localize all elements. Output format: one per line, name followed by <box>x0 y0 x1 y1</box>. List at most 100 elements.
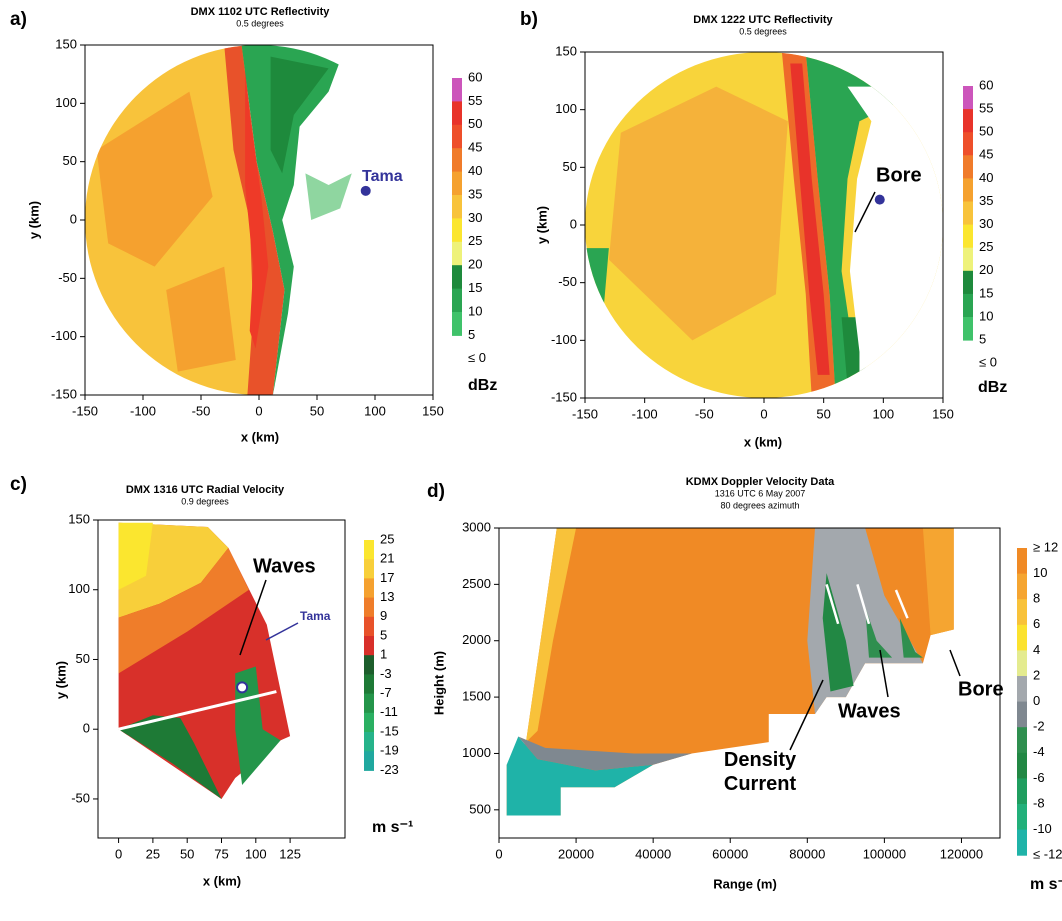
field-region <box>118 547 249 674</box>
y-tick-label: 0 <box>570 216 577 231</box>
colorbar-label: 50 <box>979 124 993 139</box>
colorbar-segment <box>1017 804 1027 831</box>
y-tick-label: 150 <box>555 43 577 58</box>
y-tick-label: 100 <box>68 581 90 596</box>
colorbar-label: -10 <box>1033 821 1052 836</box>
y-tick-label: -50 <box>558 274 577 289</box>
colorbar-label: 15 <box>468 280 482 295</box>
y-tick-label: 0 <box>83 721 90 736</box>
chart-subtitle: 0.5 degrees <box>739 26 787 36</box>
annotation-arrow <box>265 622 299 641</box>
colorbar-label: 6 <box>1033 616 1040 631</box>
colorbar-segment <box>1017 701 1027 728</box>
x-tick-label: 125 <box>279 846 301 861</box>
colorbar-label: -23 <box>380 762 399 777</box>
colorbar-label: 45 <box>979 147 993 162</box>
chart-title: DMX 1316 UTC Radial Velocity <box>126 484 285 496</box>
annotation-arrow <box>949 649 961 677</box>
chart-title: DMX 1222 UTC Reflectivity <box>693 14 833 26</box>
colorbar-segment <box>364 636 374 656</box>
y-tick-label: 2000 <box>462 632 491 647</box>
y-tick-label: 50 <box>563 159 577 174</box>
colorbar-label: ≥ 12 <box>1033 539 1058 554</box>
colorbar-segment <box>1017 676 1027 703</box>
colorbar-label: ≤ 0 <box>979 355 997 370</box>
wave-marker <box>825 584 840 625</box>
colorbar-unit: dBz <box>978 379 1007 396</box>
colorbar-label: 30 <box>979 216 993 231</box>
y-tick-label: 100 <box>555 101 577 116</box>
colorbar-label: 10 <box>468 303 482 318</box>
field-region <box>245 68 269 349</box>
colorbar-segment <box>963 317 973 341</box>
x-tick-label: 150 <box>932 406 954 421</box>
colorbar-label: -8 <box>1033 795 1045 810</box>
y-tick-label: -50 <box>71 790 90 805</box>
chart-subtitle: 0.9 degrees <box>181 496 229 506</box>
colorbar-segment <box>1017 573 1027 600</box>
field-region <box>270 56 329 174</box>
colorbar-segment <box>364 655 374 675</box>
colorbar-segment <box>452 195 462 219</box>
colorbar-unit: m s⁻¹ <box>372 819 413 836</box>
panel-label: c) <box>10 474 27 495</box>
x-tick-label: 0 <box>495 846 502 861</box>
colorbar-label: -15 <box>380 723 399 738</box>
y-tick-label: -150 <box>51 386 77 401</box>
colorbar-segment <box>963 201 973 226</box>
colorbar-label: 35 <box>979 193 993 208</box>
x-tick-label: 120000 <box>940 846 983 861</box>
colorbar-segment <box>364 559 374 579</box>
y-tick-label: 500 <box>469 801 491 816</box>
colorbar-label: 50 <box>468 116 482 131</box>
transect-line <box>118 690 277 731</box>
wave-marker <box>894 589 909 619</box>
x-tick-label: -50 <box>695 406 714 421</box>
colorbar-segment <box>452 218 462 243</box>
annotation: Tama <box>300 609 331 623</box>
colorbar-label: -7 <box>380 685 392 700</box>
panel-label: b) <box>520 9 538 30</box>
annotation-arrow <box>789 679 824 751</box>
x-tick-label: 40000 <box>635 846 671 861</box>
annotation: Bore <box>958 678 1004 700</box>
colorbar-segment <box>452 171 462 196</box>
colorbar-label: 13 <box>380 589 394 604</box>
plot-frame <box>498 527 1001 839</box>
x-tick-label: -100 <box>130 403 156 418</box>
colorbar-segment <box>1017 599 1027 626</box>
y-tick-label: -100 <box>51 328 77 343</box>
field-region <box>166 266 236 372</box>
colorbar-segment <box>1017 829 1027 856</box>
y-tick-label: -150 <box>551 389 577 404</box>
y-tick-label: 3000 <box>462 519 491 534</box>
colorbar-segment <box>1017 624 1027 651</box>
x-tick-label: -150 <box>72 403 98 418</box>
colorbar-label: 55 <box>979 101 993 116</box>
y-axis-label: y (km) <box>53 661 68 699</box>
colorbar-segment <box>364 751 374 771</box>
colorbar-segment <box>963 178 973 202</box>
colorbar-segment <box>364 712 374 733</box>
chart-title: DMX 1102 UTC Reflectivity <box>191 6 331 18</box>
colorbar-unit: dBz <box>468 377 497 394</box>
colorbar-segment <box>1017 548 1027 575</box>
colorbar-label: -6 <box>1033 770 1045 785</box>
x-axis-label: Range (m) <box>713 876 777 891</box>
annotation: Waves <box>253 555 316 577</box>
colorbar-segment <box>452 265 462 290</box>
colorbar-label: 5 <box>979 332 986 347</box>
colorbar-segment <box>963 224 973 249</box>
colorbar-label: 25 <box>979 239 993 254</box>
field-region <box>96 91 213 267</box>
x-tick-label: 25 <box>146 846 160 861</box>
annotation: Bore <box>876 164 922 186</box>
annotation: Tama <box>362 168 403 185</box>
y-tick-label: 150 <box>55 36 77 51</box>
x-tick-label: 100000 <box>863 846 906 861</box>
field-region <box>525 528 577 743</box>
colorbar-label: 60 <box>468 69 482 84</box>
colorbar-label: 8 <box>1033 591 1040 606</box>
x-tick-label: 60000 <box>712 846 748 861</box>
chart-subtitle: 0.5 degrees <box>236 18 284 28</box>
